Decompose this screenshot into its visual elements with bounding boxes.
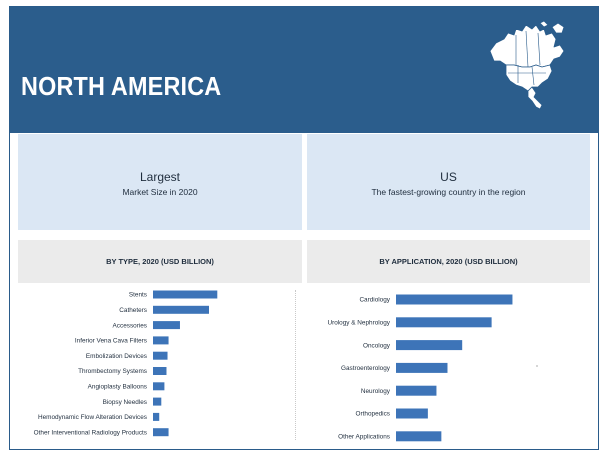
category-label: Cardiology xyxy=(359,297,390,304)
category-label: Oncology xyxy=(363,342,391,349)
chart-divider xyxy=(295,290,296,440)
category-label: Thrombectomy Systems xyxy=(78,368,147,375)
largest-label: Largest xyxy=(139,170,181,184)
bar xyxy=(153,336,169,345)
category-label: Accessories xyxy=(113,322,147,329)
by-type-title-panel: BY TYPE, 2020 (USD BILLION) xyxy=(18,240,302,283)
bar xyxy=(396,431,442,442)
bar xyxy=(396,362,448,373)
bar xyxy=(153,305,209,314)
by-type-bar-chart: Stents Catheters Accessories Inferior Vena … xyxy=(34,290,218,437)
by-application-chart-title: BY APPLICATION, 2020 (USD BILLION) xyxy=(379,257,518,266)
bar xyxy=(153,412,160,421)
category-label: Biopsy Needles xyxy=(103,399,147,406)
bar xyxy=(153,367,167,375)
bar xyxy=(153,321,180,330)
category-label: Other Applications xyxy=(338,434,390,441)
by-type-chart-title: BY TYPE, 2020 (USD BILLION) xyxy=(106,257,214,266)
bar xyxy=(396,294,513,305)
bar xyxy=(153,382,165,391)
fastest-country-caption: The fastest-growing country in the regio… xyxy=(371,187,526,197)
fastest-country-label: US xyxy=(440,170,457,184)
bar xyxy=(396,408,428,419)
by-application-title-panel: BY APPLICATION, 2020 (USD BILLION) xyxy=(307,240,590,283)
category-label: Inferior Vena Cava Filters xyxy=(75,338,147,345)
category-label: Stents xyxy=(129,292,147,299)
header-banner: NORTH AMERICA xyxy=(10,7,598,133)
fastest-growing-panel: US The fastest-growing country in the re… xyxy=(307,134,590,230)
category-label: Angioplasty Balloons xyxy=(88,384,147,391)
north-america-map-icon xyxy=(489,21,565,110)
bar xyxy=(396,317,492,328)
category-label: Urology & Nephrology xyxy=(327,320,390,327)
category-label: Gastroenterology xyxy=(341,365,391,372)
decorative-dot xyxy=(536,365,538,367)
category-label: Hemodynamic Flow Alteration Devices xyxy=(38,414,147,421)
bar xyxy=(396,385,437,396)
largest-caption: Market Size in 2020 xyxy=(122,187,198,197)
bar xyxy=(153,290,218,299)
largest-market-panel: Largest Market Size in 2020 xyxy=(18,134,302,230)
category-label: Neurology xyxy=(361,388,391,395)
bar xyxy=(153,351,168,360)
by-application-bar-chart: Cardiology Urology & Nephrology Oncology Ga… xyxy=(327,294,513,442)
category-label: Orthopedics xyxy=(356,411,390,418)
category-label: Catheters xyxy=(119,307,147,314)
bar xyxy=(396,340,463,351)
category-label: Other Interventional Radiology Products xyxy=(34,429,147,436)
bar xyxy=(153,397,162,406)
category-label: Embolization Devices xyxy=(86,353,147,360)
bar xyxy=(153,428,169,437)
region-title: NORTH AMERICA xyxy=(21,71,222,101)
